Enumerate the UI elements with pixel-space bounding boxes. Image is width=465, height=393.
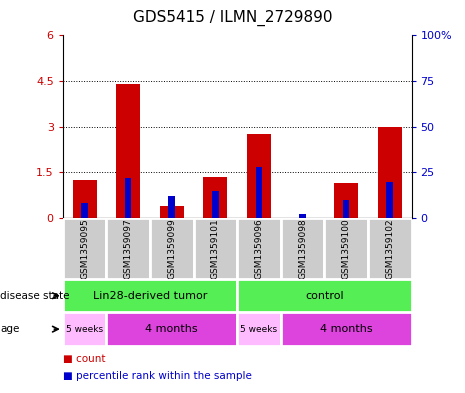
Text: 5 weeks: 5 weeks: [66, 325, 103, 334]
Bar: [203, 177, 227, 218]
Text: ■ count: ■ count: [63, 354, 105, 364]
Text: GSM1359095: GSM1359095: [80, 218, 89, 279]
Text: GSM1359099: GSM1359099: [167, 218, 176, 279]
Text: 4 months: 4 months: [146, 324, 198, 334]
Bar: [168, 196, 175, 218]
Bar: [281, 218, 324, 279]
Bar: [125, 178, 132, 218]
Bar: [63, 312, 106, 346]
Bar: [106, 312, 237, 346]
Bar: [343, 200, 349, 218]
Text: Lin28-derived tumor: Lin28-derived tumor: [93, 291, 207, 301]
Bar: [324, 218, 368, 279]
Bar: [378, 127, 402, 218]
Text: age: age: [0, 324, 20, 334]
Bar: [299, 215, 306, 218]
Text: disease state: disease state: [0, 291, 69, 301]
Text: ■ percentile rank within the sample: ■ percentile rank within the sample: [63, 371, 252, 381]
Bar: [281, 312, 412, 346]
Bar: [237, 218, 281, 279]
Bar: [73, 180, 97, 218]
Text: 5 weeks: 5 weeks: [240, 325, 278, 334]
Bar: [368, 218, 412, 279]
Bar: [160, 206, 184, 218]
Bar: [63, 218, 106, 279]
Text: GSM1359096: GSM1359096: [254, 218, 264, 279]
Bar: [81, 204, 88, 218]
Bar: [106, 218, 150, 279]
Text: GSM1359101: GSM1359101: [211, 218, 220, 279]
Bar: [63, 279, 237, 312]
Bar: [150, 218, 193, 279]
Bar: [256, 167, 262, 218]
Text: GSM1359100: GSM1359100: [342, 218, 351, 279]
Bar: [212, 191, 219, 218]
Bar: [116, 84, 140, 218]
Text: GSM1359097: GSM1359097: [124, 218, 133, 279]
Bar: [237, 279, 412, 312]
Bar: [193, 218, 237, 279]
Bar: [247, 134, 271, 218]
Text: GDS5415 / ILMN_2729890: GDS5415 / ILMN_2729890: [133, 10, 332, 26]
Bar: [386, 182, 393, 218]
Bar: [334, 183, 358, 218]
Text: 4 months: 4 months: [320, 324, 372, 334]
Bar: [237, 312, 281, 346]
Text: GSM1359102: GSM1359102: [385, 218, 394, 279]
Text: control: control: [305, 291, 344, 301]
Text: GSM1359098: GSM1359098: [298, 218, 307, 279]
